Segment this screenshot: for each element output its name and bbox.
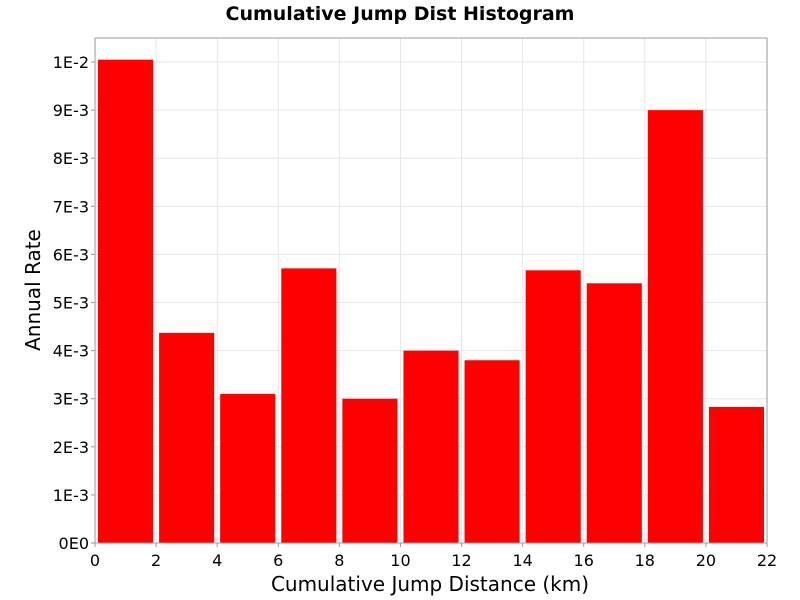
y-tick-label: 9E-3	[53, 101, 89, 120]
y-tick-label: 2E-3	[53, 438, 89, 457]
y-tick-label: 8E-3	[53, 149, 89, 168]
histogram-bar	[342, 398, 398, 543]
x-tick-label: 16	[574, 551, 594, 570]
y-axis-label: Annual Rate	[21, 229, 45, 351]
histogram-bar	[403, 350, 459, 543]
grid-lines	[95, 38, 767, 543]
x-axis-label: Cumulative Jump Distance (km)	[271, 572, 589, 596]
x-tick-label: 0	[90, 551, 100, 570]
histogram-bar	[708, 406, 764, 543]
plot-frame	[94, 37, 768, 544]
y-tick-label: 0E0	[59, 534, 89, 553]
histogram-bar	[464, 360, 520, 543]
y-axis-ticks: 0E0 1E-3 2E-3 3E-3 4E-3 5E-3 6E-3 7E-3 8E-3 9E-3 1…	[53, 53, 95, 553]
y-tick-label: 1E-2	[53, 53, 89, 72]
y-tick-label: 1E-3	[53, 486, 89, 505]
x-axis-ticks: 0 2 4 6 8 10 12 14 16 18 20 22	[90, 543, 777, 570]
y-tick-label: 7E-3	[53, 197, 89, 216]
histogram-bar	[525, 270, 581, 543]
x-tick-label: 2	[151, 551, 161, 570]
histogram-bar	[647, 110, 703, 544]
x-tick-label: 4	[212, 551, 222, 570]
y-tick-label: 6E-3	[53, 245, 89, 264]
histogram-bar	[586, 283, 642, 543]
histogram-bar	[281, 268, 337, 543]
histogram-bar	[98, 59, 154, 544]
histogram-bar	[220, 393, 276, 543]
x-tick-label: 12	[451, 551, 471, 570]
x-tick-label: 22	[757, 551, 777, 570]
x-tick-label: 10	[390, 551, 410, 570]
y-tick-label: 3E-3	[53, 390, 89, 409]
chart-title: Cumulative Jump Dist Histogram	[226, 3, 575, 25]
y-tick-label: 5E-3	[53, 294, 89, 313]
x-tick-label: 14	[512, 551, 532, 570]
x-tick-label: 8	[334, 551, 344, 570]
y-tick-label: 4E-3	[53, 342, 89, 361]
x-tick-label: 6	[273, 551, 283, 570]
x-tick-label: 18	[635, 551, 655, 570]
histogram-bar	[159, 332, 215, 543]
bars	[98, 59, 764, 544]
x-tick-label: 20	[696, 551, 716, 570]
